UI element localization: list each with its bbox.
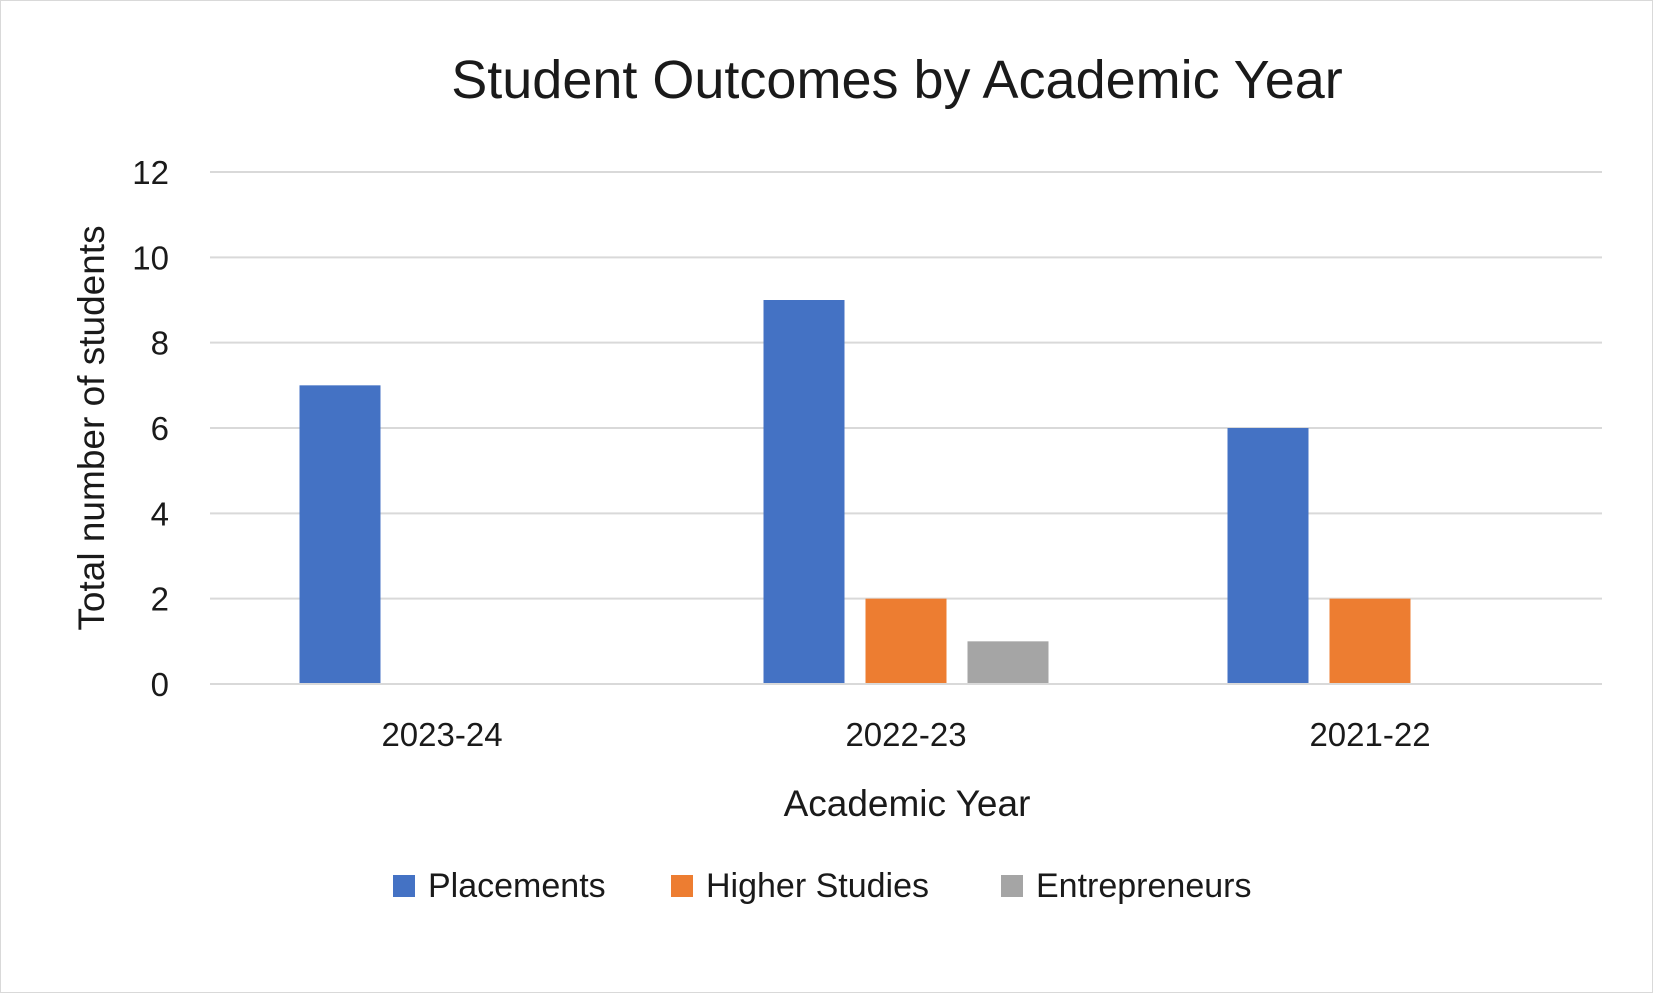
- bar-placements-2021-22: [1227, 428, 1309, 684]
- legend: Placements Higher Studies Entrepreneurs: [393, 867, 1251, 905]
- bar-placements-2022-23: [763, 300, 845, 684]
- chart-title: Student Outcomes by Academic Year: [451, 50, 1343, 110]
- y-axis-label: Total number of students: [71, 225, 112, 630]
- y-tick-label: 0: [151, 666, 169, 703]
- bars: [299, 300, 1411, 684]
- x-axis-ticks: 2023-24 2022-23 2021-22: [210, 683, 1602, 753]
- y-tick-label: 4: [151, 495, 169, 532]
- legend-label: Higher Studies: [706, 867, 929, 905]
- legend-label: Placements: [428, 867, 606, 905]
- y-axis-ticks: 0 2 4 6 8 10 12: [132, 154, 169, 703]
- x-tick-label: 2023-24: [381, 716, 502, 753]
- legend-swatch-higher-studies: [671, 875, 693, 897]
- bar-placements-2023-24: [299, 385, 381, 684]
- legend-label: Entrepreneurs: [1036, 867, 1251, 905]
- y-tick-label: 2: [151, 581, 169, 618]
- bar-higher-studies-2022-23: [865, 598, 947, 684]
- bar-entrepreneurs-2022-23: [967, 641, 1049, 684]
- y-tick-label: 10: [132, 239, 169, 276]
- y-tick-label: 8: [151, 325, 169, 362]
- legend-swatch-placements: [393, 875, 415, 897]
- bar-higher-studies-2021-22: [1329, 598, 1411, 684]
- x-tick-label: 2022-23: [845, 716, 966, 753]
- y-tick-label: 6: [151, 410, 169, 447]
- gridlines: [210, 171, 1602, 685]
- y-tick-label: 12: [132, 154, 169, 191]
- x-axis-label: Academic Year: [784, 783, 1031, 824]
- legend-swatch-entrepreneurs: [1001, 875, 1023, 897]
- x-tick-label: 2021-22: [1309, 716, 1430, 753]
